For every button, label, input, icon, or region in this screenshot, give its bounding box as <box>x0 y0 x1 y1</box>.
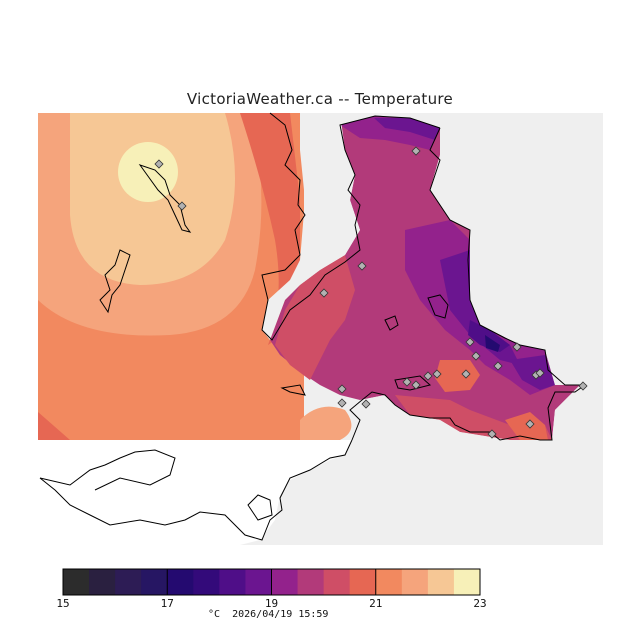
colorbar-swatch <box>271 569 299 595</box>
contour-band-17-5-east <box>510 355 555 390</box>
diamond-icon <box>535 368 545 378</box>
map-title: VictoriaWeather.ca -- Temperature <box>186 90 454 108</box>
diamond-icon <box>357 261 367 271</box>
colorbar-swatch <box>219 569 246 595</box>
timestamp-label: 2026/04/19 15:59 <box>232 609 329 620</box>
diamond-icon <box>578 381 588 391</box>
no-data-land <box>38 440 352 545</box>
station-markers <box>154 146 588 439</box>
colorbar-swatch <box>323 569 351 595</box>
colorbar-swatch <box>349 569 377 595</box>
contour-band-23 <box>118 142 178 202</box>
colorbar-tick-label: 23 <box>473 597 487 610</box>
colorbar-tick-label: 21 <box>369 597 383 610</box>
diamond-icon <box>465 337 475 347</box>
diamond-icon <box>154 159 164 169</box>
map-footer: °C 2026/04/19 15:59 <box>208 609 328 620</box>
diamond-icon <box>423 371 433 381</box>
contour-field <box>38 113 580 440</box>
diamond-icon <box>411 146 421 156</box>
colorbar-swatch <box>115 569 142 595</box>
unit-label: °C <box>208 609 221 620</box>
colorbar-swatch <box>453 569 481 595</box>
colorbar-tick-label: 15 <box>56 597 70 610</box>
diamond-icon <box>461 369 471 379</box>
colorbar-swatch <box>401 569 429 595</box>
diamond-icon <box>402 377 412 387</box>
colorbar-swatches <box>63 569 481 595</box>
contour-band-19-spot <box>435 360 480 392</box>
diamond-icon <box>411 380 421 390</box>
diamond-icon <box>487 429 497 439</box>
diamond-icon <box>512 342 522 352</box>
diamond-icon <box>361 399 371 409</box>
contour-band-19-5 <box>38 412 70 440</box>
diamond-icon <box>319 288 329 298</box>
colorbar-swatch <box>375 569 403 595</box>
diamond-icon <box>432 369 442 379</box>
contour-band-17 <box>468 320 510 352</box>
colorbar-tick-label: 19 <box>264 597 279 610</box>
contour-band-19-mid <box>275 255 355 380</box>
contour-band-17-5 <box>440 250 520 365</box>
ocean-water <box>38 113 603 545</box>
colorbar-swatch <box>63 569 90 595</box>
diamond-icon <box>471 351 481 361</box>
diamond-icon <box>337 398 347 408</box>
diamond-icon <box>525 419 535 429</box>
colorbar-swatch <box>427 569 455 595</box>
diamond-icon <box>177 201 187 211</box>
contour-band-17-5-north <box>374 118 440 140</box>
coastlines <box>39 112 587 541</box>
colorbar-swatch <box>167 569 194 595</box>
contour-band-16-5 <box>485 335 500 352</box>
colorbar-swatch <box>245 569 272 595</box>
colorbar-ticks <box>62 569 481 595</box>
contour-band-20-sooke <box>505 412 548 440</box>
colorbar-swatch <box>89 569 116 595</box>
contour-band-21-south <box>300 406 352 440</box>
colorbar-swatch <box>297 569 325 595</box>
colorbar-swatch <box>193 569 220 595</box>
diamond-icon <box>337 384 347 394</box>
colorbar-tick-label: 17 <box>160 597 174 610</box>
strait-water <box>262 113 360 340</box>
diamond-icon <box>493 361 503 371</box>
colorbar-swatch <box>141 569 168 595</box>
